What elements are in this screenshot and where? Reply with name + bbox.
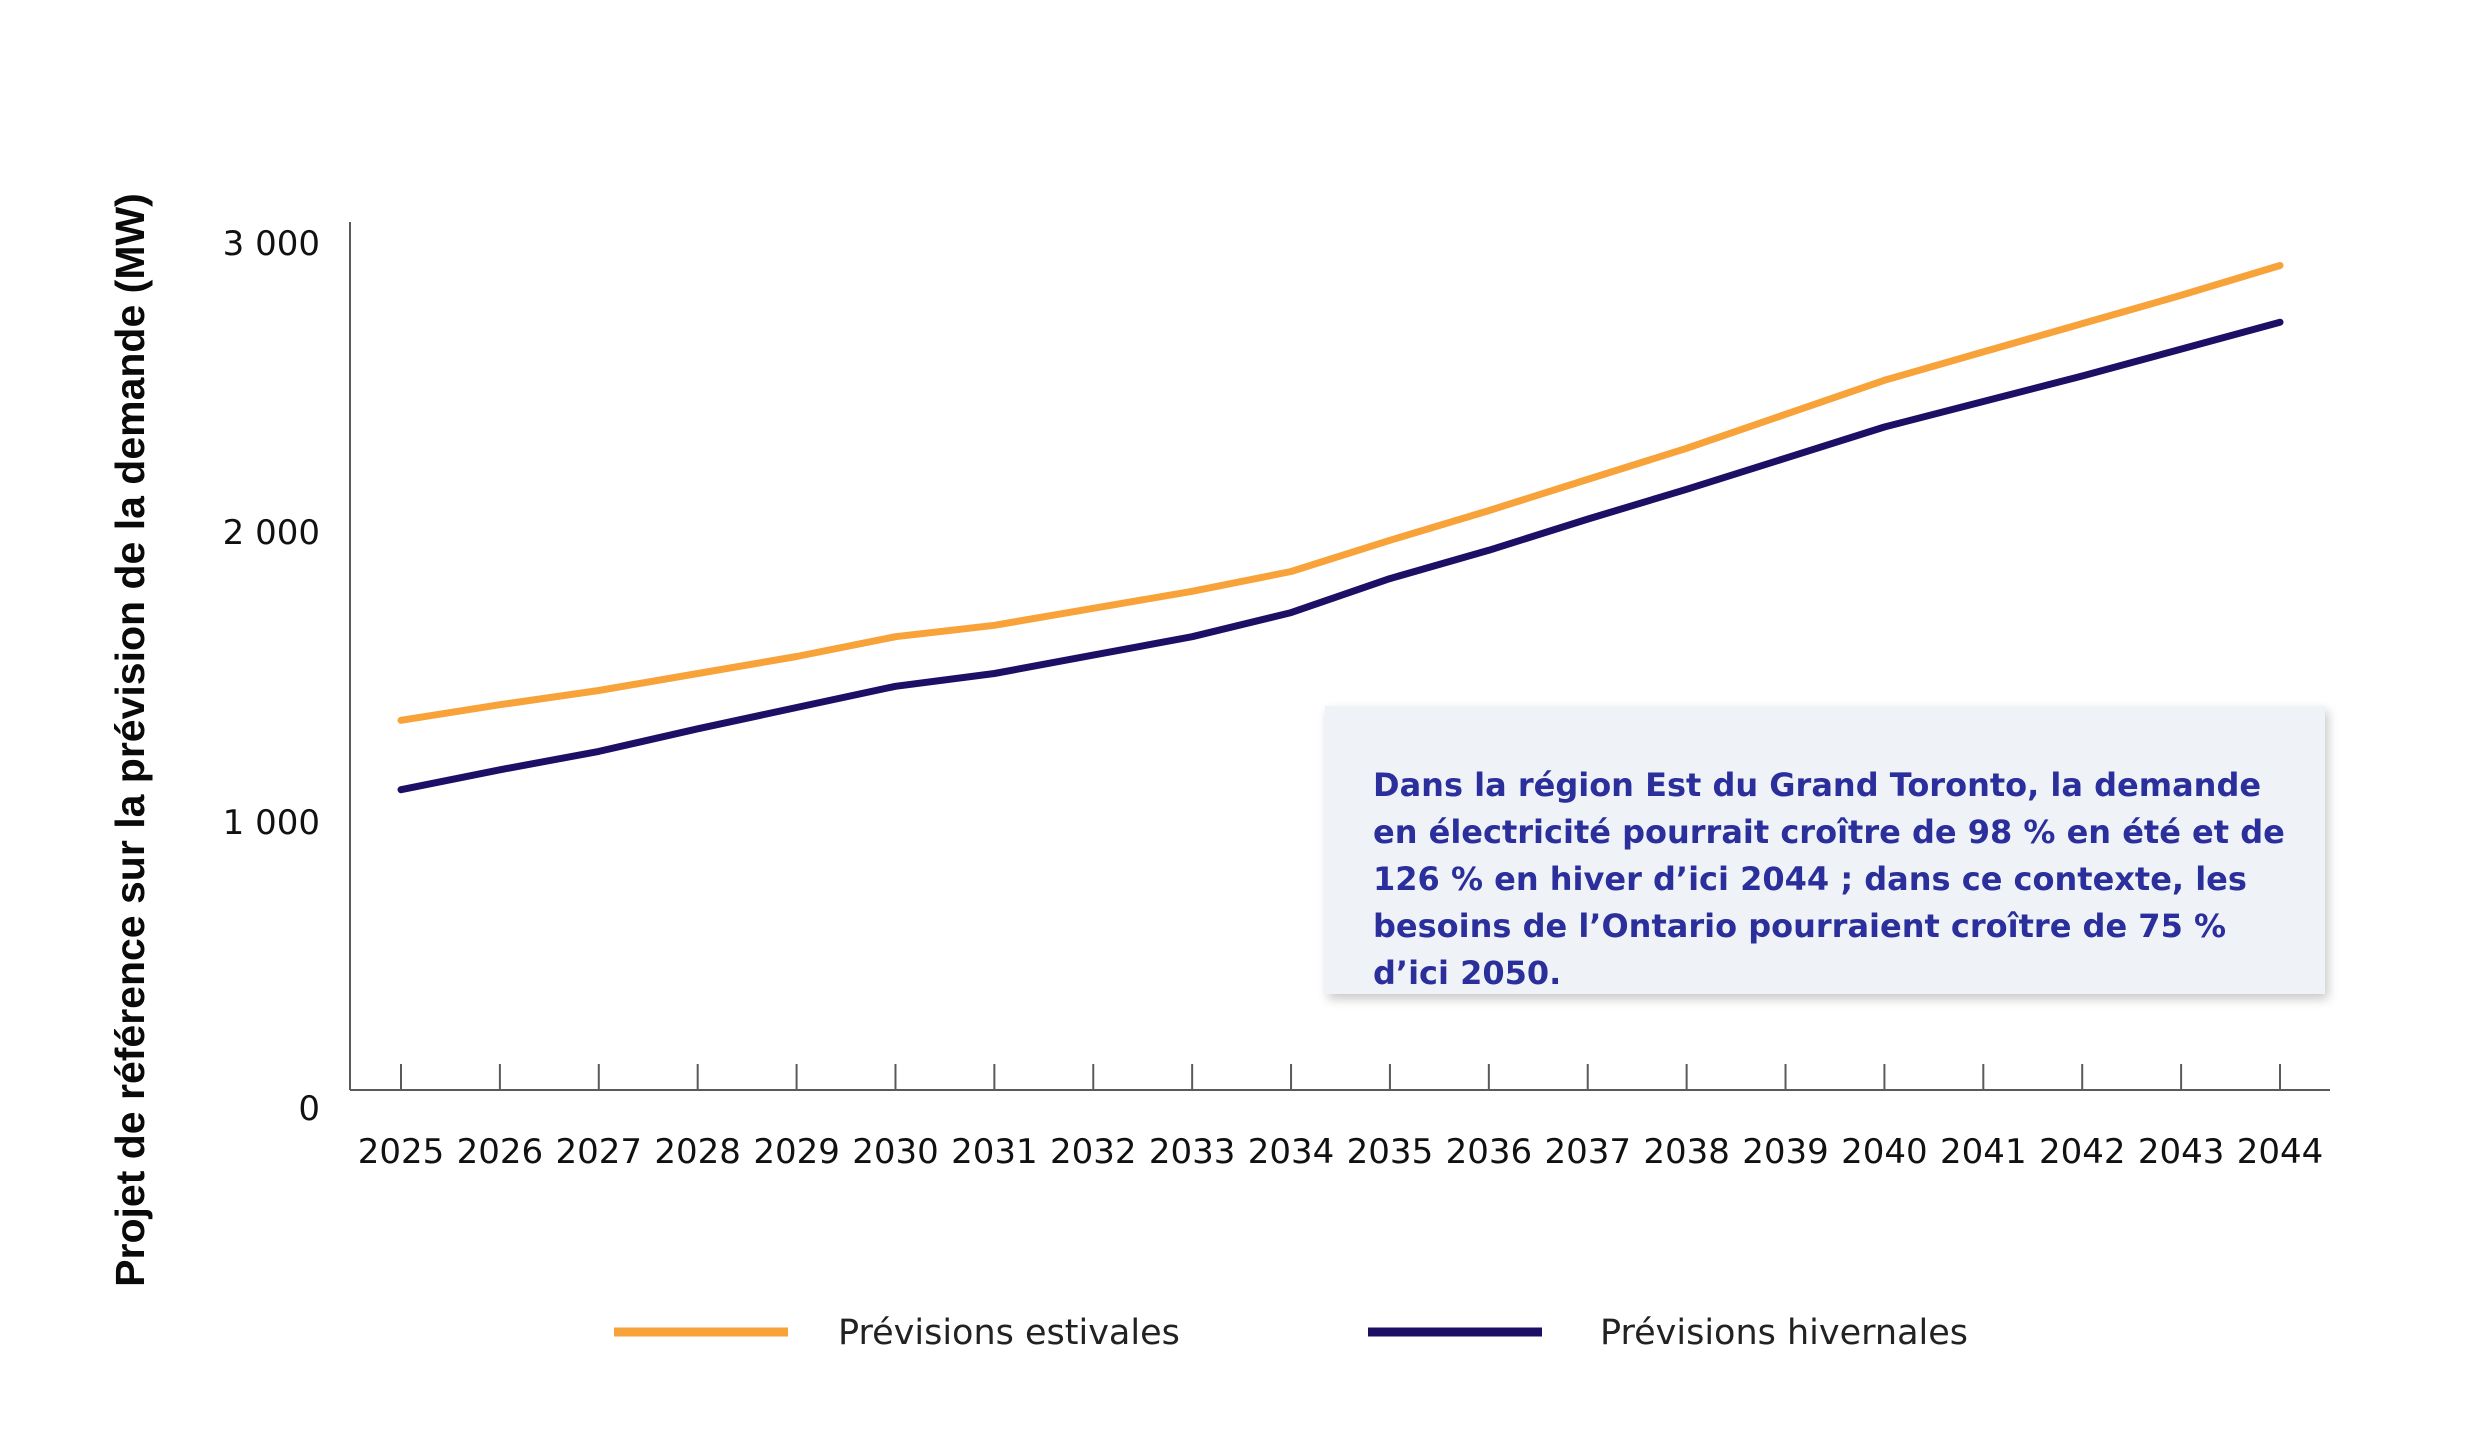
x-tick-label: 2030 <box>852 1132 939 1172</box>
x-tick-label: 2025 <box>358 1132 445 1172</box>
x-tick-label: 2032 <box>1050 1132 1137 1172</box>
series-lines <box>397 262 2284 794</box>
y-tick-label: 1 000 <box>223 803 320 843</box>
legend-label: Prévisions hivernales <box>1600 1313 1968 1353</box>
annotation-box: Dans la région Est du Grand Toronto, la … <box>1325 706 2325 994</box>
x-tick-label: 2034 <box>1248 1132 1335 1172</box>
x-tick-label: 2026 <box>457 1132 544 1172</box>
winter-forecast-line <box>397 318 2284 794</box>
x-tick-label: 2029 <box>753 1132 840 1172</box>
y-tick-label: 0 <box>298 1089 320 1129</box>
legend-label: Prévisions estivales <box>838 1313 1180 1353</box>
x-tick-label: 2038 <box>1643 1132 1730 1172</box>
y-tick-label: 3 000 <box>223 224 320 264</box>
annotation-text: Dans la région Est du Grand Toronto, la … <box>1373 766 2285 992</box>
x-tick-label: 2042 <box>2039 1132 2126 1172</box>
x-tick-label: 2033 <box>1149 1132 1236 1172</box>
y-tick-labels: 0 1 000 2 000 3 000 <box>223 224 320 1129</box>
chart-axes <box>349 222 2330 1091</box>
x-tick-label: 2031 <box>951 1132 1038 1172</box>
x-tick-label: 2039 <box>1742 1132 1829 1172</box>
x-tick-label: 2035 <box>1347 1132 1434 1172</box>
x-tick-label: 2028 <box>654 1132 741 1172</box>
x-tick-label: 2027 <box>556 1132 643 1172</box>
x-tick-label: 2036 <box>1446 1132 1533 1172</box>
x-tick-label: 2037 <box>1544 1132 1631 1172</box>
x-tick-label: 2043 <box>2138 1132 2225 1172</box>
x-tick-label: 2044 <box>2237 1132 2324 1172</box>
x-tick-labels: 2025 2026 2027 2028 2029 2030 2031 2032 2033 2034… <box>358 1132 2324 1172</box>
y-tick-label: 2 000 <box>223 513 320 553</box>
y-axis-title: Projet de référence sur la prévision de … <box>107 193 153 1287</box>
chart-legend: Prévisions estivales Prévisions hivernale… <box>614 1313 1968 1353</box>
summer-forecast-line <box>397 262 2284 724</box>
x-tick-label: 2041 <box>1940 1132 2027 1172</box>
x-tick-label: 2040 <box>1841 1132 1928 1172</box>
